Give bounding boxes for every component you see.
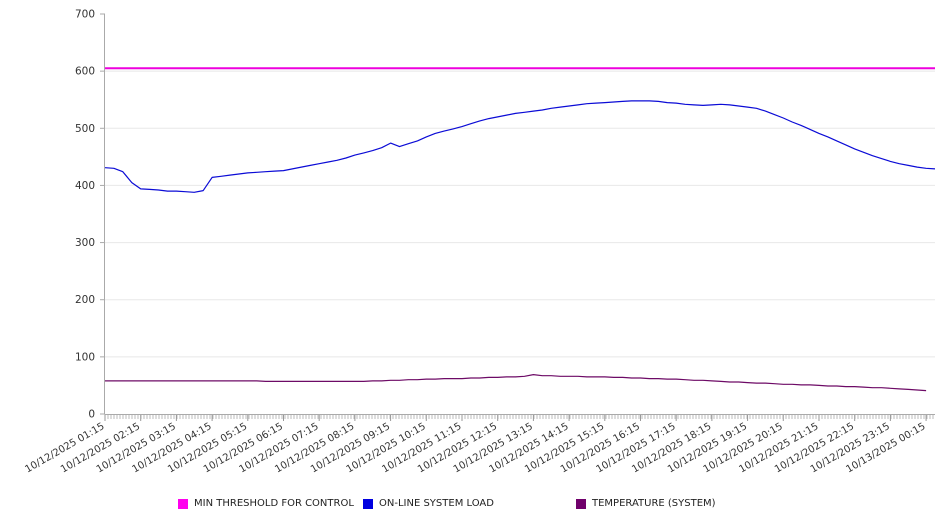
- y-tick-label: 400: [75, 180, 95, 192]
- y-tick-label: 600: [75, 66, 95, 78]
- series-lines: [104, 67, 936, 392]
- chart-legend: MIN THRESHOLD FOR CONTROL ON-LINE SYSTEM …: [0, 498, 946, 518]
- legend-swatch-on-line-system-load: [363, 498, 373, 509]
- y-axis-labels: 0 100 200 300 400 500 600 700: [75, 9, 95, 421]
- series-line-temperature-system: [105, 374, 927, 392]
- legend-swatch-min-threshold-for-control: [178, 498, 188, 509]
- axis-ticks: [100, 13, 934, 421]
- legend-item-temperature-system: TEMPERATURE (SYSTEM): [576, 498, 716, 509]
- gridlines: [105, 70, 935, 358]
- legend-item-on-line-system-load: ON-LINE SYSTEM LOAD: [363, 498, 494, 509]
- legend-label: TEMPERATURE (SYSTEM): [592, 498, 716, 509]
- legend-swatch-temperature-system: [576, 498, 586, 509]
- legend-label: ON-LINE SYSTEM LOAD: [379, 498, 494, 509]
- y-tick-label: 0: [88, 409, 95, 421]
- legend-item-min-threshold-for-control: MIN THRESHOLD FOR CONTROL: [178, 498, 354, 509]
- y-tick-label: 300: [75, 237, 95, 249]
- y-tick-label: 100: [75, 351, 95, 363]
- series-line-on-line-system-load: [104, 100, 936, 193]
- y-tick-label: 700: [75, 9, 95, 21]
- legend-label: MIN THRESHOLD FOR CONTROL: [194, 498, 354, 509]
- axes: [104, 14, 935, 415]
- y-tick-label: 500: [75, 123, 95, 135]
- y-tick-label: 200: [75, 294, 95, 306]
